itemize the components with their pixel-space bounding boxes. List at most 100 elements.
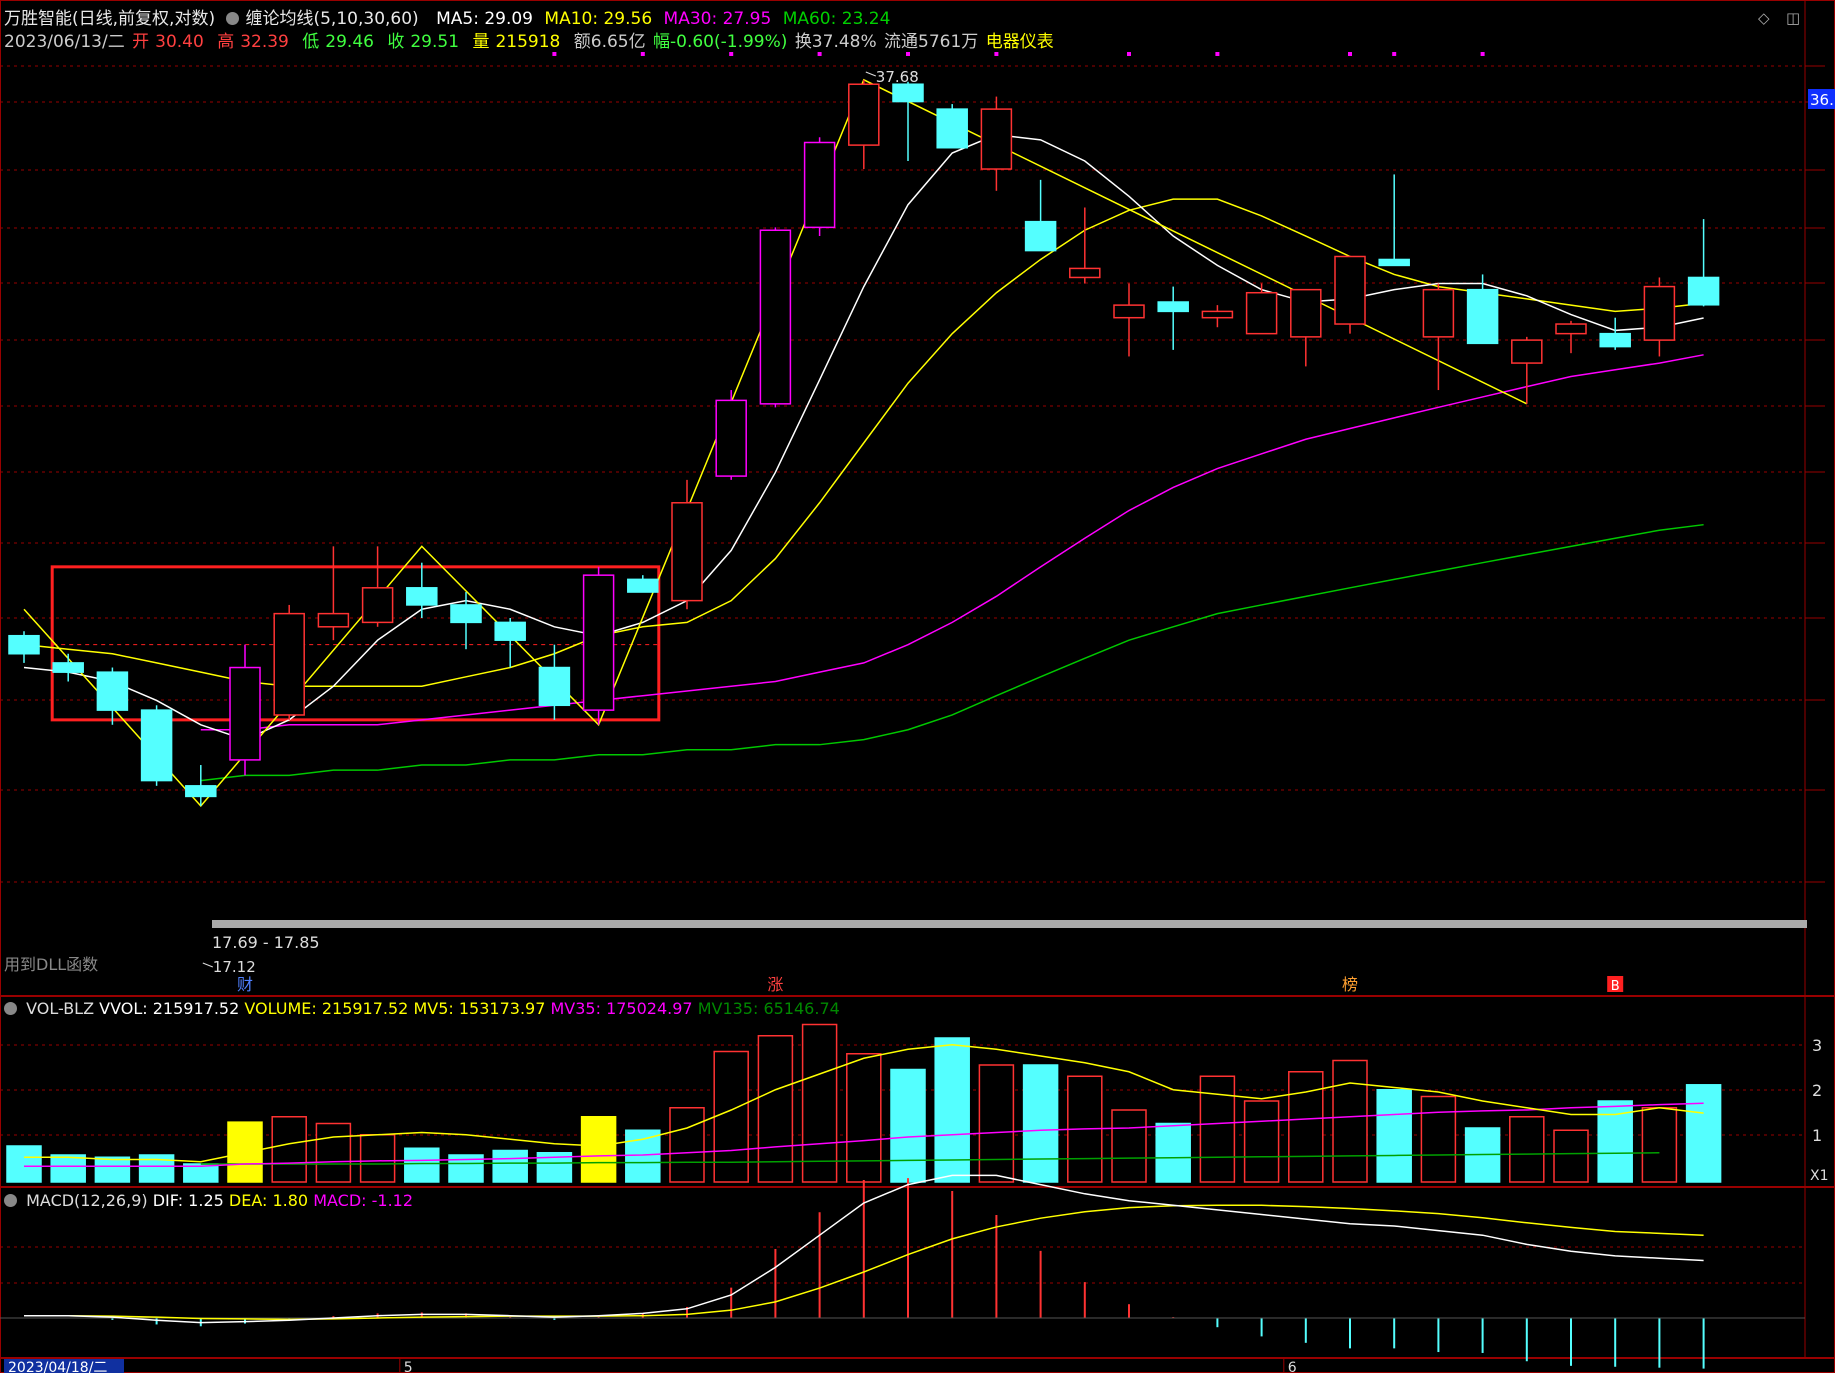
- date-value: 2023/06/13/二: [4, 32, 125, 52]
- candle: [1422, 283, 1455, 391]
- mv35-line: [24, 1102, 1704, 1167]
- mv135-value: MV135: 65146.74: [697, 999, 840, 1018]
- candle-body: [671, 502, 703, 602]
- candle: [361, 546, 394, 627]
- candle: [1555, 320, 1587, 354]
- high-marker: 37.68: [876, 68, 919, 86]
- candle-body: [406, 587, 438, 606]
- candle: [1201, 305, 1234, 328]
- candle: [848, 79, 880, 170]
- candle: [627, 575, 659, 593]
- volume-bar: [404, 1147, 440, 1183]
- candle: [759, 227, 792, 408]
- candle: [671, 479, 703, 610]
- volume-bar: [757, 1035, 794, 1183]
- mv135-line: [200, 1152, 1660, 1165]
- candle-body: [1643, 285, 1676, 341]
- macd-indicator-name[interactable]: MACD(12,26,9): [26, 1191, 148, 1210]
- candle-body: [361, 587, 394, 624]
- consolidation-box: [50, 565, 661, 722]
- candle-body: [229, 666, 261, 761]
- volume-bar: [1685, 1084, 1722, 1183]
- candle: [317, 546, 350, 641]
- candle-body: [803, 141, 836, 229]
- stock-title[interactable]: 万胜智能(日线,前复权,对数): [4, 9, 216, 29]
- ma30-value: MA30: 27.95: [663, 9, 772, 29]
- volume-bar: [271, 1116, 307, 1183]
- industry-link[interactable]: 电器仪表: [985, 32, 1054, 52]
- candle: [1599, 317, 1631, 350]
- candle-body: [1069, 267, 1101, 279]
- event-tag: 榜: [1342, 975, 1358, 994]
- float-value: 流通5761万: [884, 32, 979, 52]
- volume-bar: [713, 1050, 749, 1183]
- dropdown-circle-icon[interactable]: [4, 1194, 17, 1207]
- volume-bar: [1641, 1107, 1678, 1183]
- candle: [96, 667, 129, 725]
- ma30-line: [200, 354, 1704, 731]
- candle-body: [140, 709, 173, 782]
- support-band: [212, 920, 1807, 928]
- event-dot: [994, 52, 999, 56]
- dea-value: DEA: 1.80: [228, 1191, 309, 1210]
- volume-bar: [1420, 1095, 1457, 1183]
- candle-body: [848, 83, 880, 146]
- volume-bar: [1243, 1100, 1280, 1183]
- volume-bar: [801, 1023, 838, 1183]
- change-value: 幅-0.60(-1.99%): [653, 32, 788, 52]
- event-tag-bg: [1607, 976, 1624, 992]
- candle: [1643, 277, 1676, 357]
- candle-body: [538, 666, 571, 707]
- volume-bar: [50, 1154, 86, 1183]
- volume-panel-header: VOL-BLZ VVOL: 215917.52 VOLUME: 215917.5…: [4, 999, 840, 1018]
- candle: [140, 705, 173, 786]
- candle-body: [494, 621, 526, 641]
- volume-bar: [978, 1064, 1015, 1183]
- diamond-icon[interactable]: ◇: [1758, 9, 1770, 27]
- candle-body: [52, 662, 84, 673]
- candle: [1466, 274, 1499, 345]
- candle-body: [1466, 288, 1499, 345]
- candle: [582, 566, 615, 725]
- event-dot: [1480, 52, 1485, 56]
- candle: [1113, 283, 1145, 357]
- ma5-value: MA5: 29.09: [436, 9, 533, 29]
- amount-value: 额6.65亿: [573, 32, 646, 52]
- event-dot: [1348, 52, 1352, 56]
- candle: [980, 96, 1013, 191]
- vvol-value: VVOL: 215917.52: [99, 999, 240, 1018]
- dropdown-circle-icon[interactable]: [4, 1002, 17, 1015]
- dropdown-circle-icon[interactable]: [226, 12, 240, 25]
- candle: [1069, 207, 1101, 284]
- volume-bar: [359, 1134, 396, 1183]
- candle: [52, 653, 84, 682]
- event-dot: [1215, 52, 1220, 56]
- indicator-name[interactable]: 缠论均线(5,10,30,60): [226, 9, 424, 29]
- volume-bar: [1553, 1129, 1589, 1183]
- vol-indicator-name[interactable]: VOL-BLZ: [26, 999, 95, 1018]
- candle-body: [8, 634, 40, 655]
- volume-bar: [1199, 1075, 1236, 1183]
- ma60-value: MA60: 23.24: [782, 9, 891, 29]
- candle: [892, 81, 924, 161]
- candle-body: [1157, 301, 1189, 313]
- candle-body: [1024, 220, 1057, 252]
- support-range-label: 17.69 - 17.85: [212, 933, 320, 952]
- candle-body: [1422, 288, 1455, 338]
- open-value: 开 30.40: [132, 32, 204, 52]
- volume-axis-tick: 3: [1812, 1036, 1822, 1055]
- candle-body: [96, 671, 129, 711]
- event-dot: [552, 52, 557, 56]
- candle: [494, 617, 526, 668]
- candle-body: [892, 83, 924, 103]
- candle: [1290, 288, 1322, 367]
- mv5-value: MV5: 153173.97: [413, 999, 546, 1018]
- candle: [229, 644, 261, 776]
- candle: [1334, 255, 1366, 334]
- price-tag-bg: [1808, 89, 1835, 109]
- window-toggle-icon[interactable]: ◫: [1786, 9, 1801, 27]
- volume-bar: [669, 1107, 705, 1183]
- volume-unit: X1: [1810, 1168, 1829, 1184]
- candle-body: [1113, 304, 1145, 319]
